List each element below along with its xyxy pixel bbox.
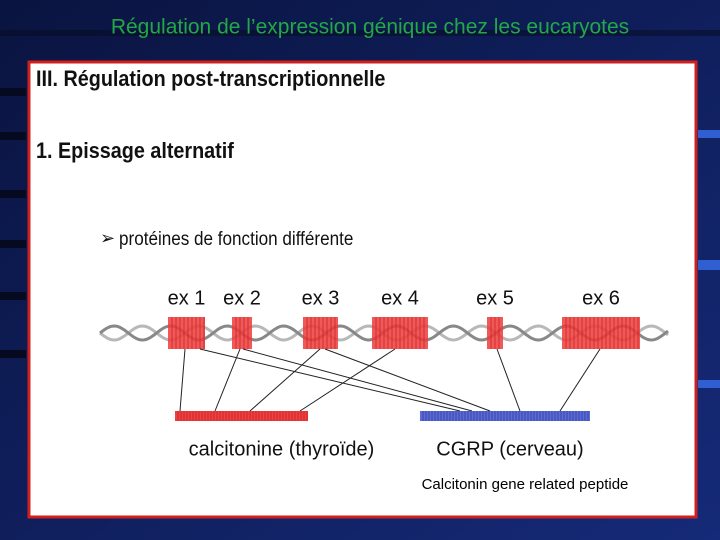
- exon: [562, 317, 640, 349]
- slide-title: Régulation de l’expression génique chez …: [111, 16, 629, 39]
- splice-link: [299, 348, 396, 412]
- splice-link: [249, 348, 321, 412]
- exon: [303, 317, 338, 349]
- exon-label: ex 5: [476, 287, 514, 309]
- splice-link: [242, 348, 473, 412]
- splicing-diagram: ex 1 ex 2 ex 3 ex 4 ex 5 ex 6 calcitonine (thy…: [168, 287, 640, 460]
- splice-link: [179, 348, 186, 412]
- decor-bars: [0, 30, 720, 358]
- exon-label: ex 4: [381, 287, 419, 309]
- note: Calcitonin gene related peptide: [422, 476, 629, 493]
- splice-link: [559, 348, 601, 412]
- exon: [232, 317, 252, 349]
- exon-label: ex 2: [223, 287, 261, 309]
- bullet-text: protéines de fonction différente: [119, 228, 353, 249]
- decor-right: [698, 130, 720, 388]
- exon-label: ex 3: [302, 287, 340, 309]
- heading: III. Régulation post-transcriptionnelle: [36, 67, 385, 91]
- splice-link: [324, 348, 491, 412]
- bullet-arrow: ➢: [100, 228, 115, 248]
- splice-link: [496, 348, 521, 412]
- mrna-bar: [420, 411, 590, 421]
- subheading: 1. Epissage alternatif: [36, 139, 234, 163]
- product-label: CGRP (cerveau): [436, 438, 583, 460]
- splice-link: [199, 348, 461, 412]
- exon: [168, 317, 205, 349]
- exon-label: ex 1: [168, 287, 206, 309]
- splice-link: [214, 348, 241, 412]
- product-label: calcitonine (thyroïde): [189, 438, 375, 460]
- content-panel: [27, 60, 698, 519]
- exon-label: ex 6: [582, 287, 620, 309]
- mrna-bar: [175, 411, 308, 421]
